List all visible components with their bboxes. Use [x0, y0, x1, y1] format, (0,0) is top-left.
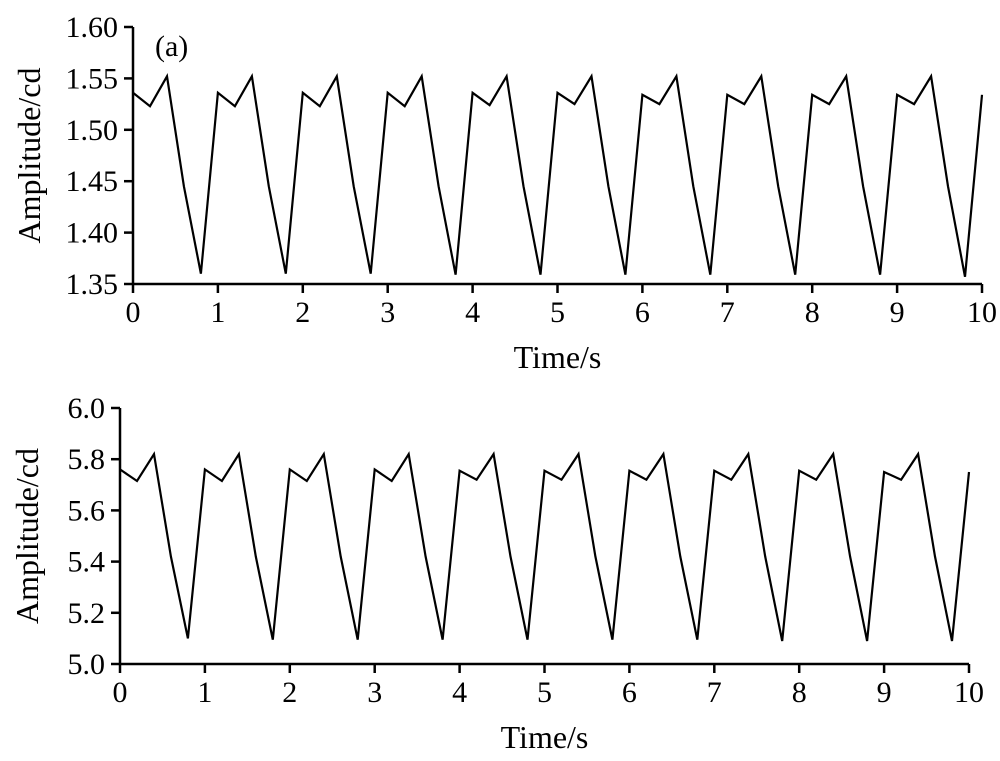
x-tick-label: 4: [452, 676, 467, 709]
y-tick-label: 5.8: [68, 443, 106, 476]
x-tick-label: 8: [805, 296, 820, 329]
y-tick-label: 1.35: [66, 268, 119, 301]
x-tick-label: 3: [380, 296, 395, 329]
x-tick-label: 5: [537, 676, 552, 709]
series-line: [119, 451, 971, 642]
x-tick-label: 6: [622, 676, 637, 709]
x-tick-label: 2: [295, 296, 310, 329]
x-tick-label: 9: [877, 676, 892, 709]
y-tick-label: 5.0: [68, 648, 106, 681]
x-tick-label: 1: [197, 676, 212, 709]
x-axis-title: Time/s: [501, 719, 589, 755]
x-tick-label: 3: [367, 676, 382, 709]
chart-top: 0 1 2 3 4 5 6 7 8 9 10 1.35 1.40 1.45 1.50 1.55 1.60 Time…: [11, 11, 997, 375]
x-tick-label: 5: [550, 296, 565, 329]
x-tick-label: 10: [967, 296, 997, 329]
y-axis-title: Amplitude/cd: [11, 68, 47, 244]
y-tick-label: 5.6: [68, 494, 106, 527]
y-tick-label: 1.55: [66, 62, 119, 95]
x-tick-label: 1: [210, 296, 225, 329]
y-tick-label: 6.0: [68, 392, 106, 425]
y-tick-label: 1.40: [66, 217, 119, 250]
x-tick-label: 9: [890, 296, 905, 329]
x-tick-label: 7: [720, 296, 735, 329]
x-tick-label: 4: [465, 296, 480, 329]
chart-bottom: 0 1 2 3 4 5 6 7 8 9 10 5.0 5.2 5.4 5.6 5.8 6.0 Time/s Ampl…: [9, 392, 984, 755]
x-tick-label: 8: [792, 676, 807, 709]
y-tick-label: 5.2: [68, 597, 106, 630]
y-axis-title: Amplitude/cd: [9, 448, 45, 624]
x-axis-title: Time/s: [514, 339, 602, 375]
x-tick-label: 2: [282, 676, 297, 709]
x-tick-label: 0: [126, 296, 141, 329]
panel-label: (a): [155, 30, 188, 63]
x-tick-label: 7: [707, 676, 722, 709]
y-tick-label: 1.60: [66, 11, 119, 44]
x-tick-label: 10: [954, 676, 984, 709]
x-tick-label: 6: [635, 296, 650, 329]
y-tick-label: 5.4: [68, 546, 106, 579]
y-tick-label: 1.45: [66, 165, 119, 198]
series-line: [132, 73, 984, 278]
y-tick-label: 1.50: [66, 114, 119, 147]
x-tick-label: 0: [113, 676, 128, 709]
